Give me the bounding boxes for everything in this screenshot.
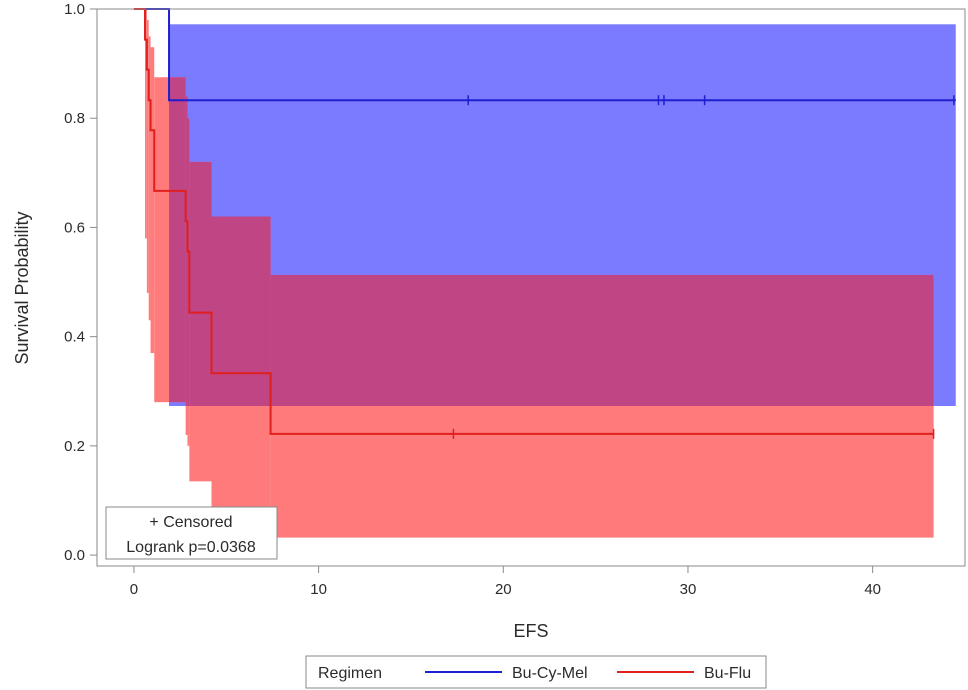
inset-censored-text: + Censored [149,514,232,531]
ci-band-bu-flu-0 [145,9,147,239]
ci-band-overlap-7 [189,161,212,406]
y-tick-label: 0.2 [64,438,85,455]
x-tick-label: 30 [680,581,697,598]
ci-band-overlap-9 [270,274,934,406]
x-tick-label: 40 [864,581,881,598]
survival-line-bu-flu [133,8,934,435]
x-tick-label: 10 [310,581,327,598]
legend-frame [305,655,767,689]
y-tick-label: 0.6 [64,219,85,236]
confidence-bands [145,9,956,538]
plot-frame [96,8,966,567]
legend: Regimen Bu-Cy-Mel Bu-Flu [305,655,767,689]
y-tick-label: 1.0 [64,1,85,18]
inset-logrank-text: Logrank p=0.0368 [126,539,256,556]
inset-frame [105,506,278,560]
inset-box: + Censored Logrank p=0.0368 [105,506,278,560]
ci-band-bu-flu-3 [150,47,155,354]
y-axis-label: Survival Probability [12,211,32,364]
legend-label-bu-flu: Bu-Flu [704,665,751,682]
y-tick-label: 0.0 [64,547,85,564]
x-axis-label: EFS [513,621,548,641]
x-tick-label: 20 [495,581,512,598]
y-axis: 0.0 0.2 0.4 0.6 0.8 1.0 [64,1,97,564]
x-tick-label: 0 [130,581,138,598]
ci-band-overlap-4 [169,77,186,403]
censored-marks [452,95,955,439]
ci-band-bu-flu-2 [148,36,151,321]
y-tick-label: 0.8 [64,110,85,127]
ci-band-overlap-8 [211,216,271,406]
y-tick-label: 0.4 [64,329,85,346]
ci-band-bu-flu-1 [146,19,149,293]
legend-title: Regimen [318,665,382,682]
x-axis: 0 10 20 30 40 [130,566,881,598]
legend-label-bu-cy-mel: Bu-Cy-Mel [512,665,588,682]
